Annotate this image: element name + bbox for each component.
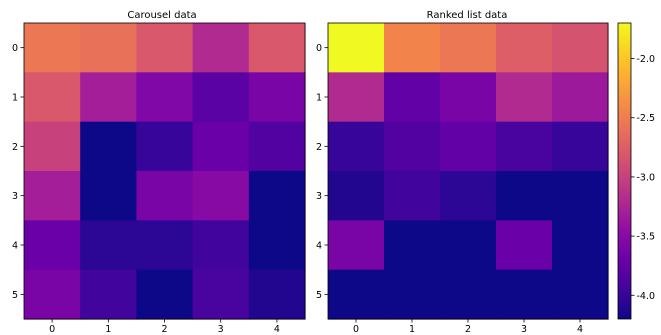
cell-r3-c2 [440,171,497,221]
colorbar-gradient [618,23,631,319]
ranked-list-heatmap: Ranked list data 0 1 2 3 4 0 1 2 3 4 5 [316,10,609,335]
cell-r3-c3 [192,171,250,221]
cell-r3-c2 [136,171,194,221]
cell-r0-c2 [136,23,194,73]
cell-r1-c3 [192,72,250,123]
cell-r2-c3 [192,121,250,172]
colorbar-tick-label: -2.5 [637,113,656,124]
cell-r5-c4 [552,269,609,320]
cell-r1-c1 [384,72,441,123]
colorbar-tick-label: -4.0 [637,291,656,302]
cell-r3-c0 [24,171,81,221]
x-tick-label: 0 [49,324,55,335]
cell-r3-c3 [496,171,553,221]
cell-r3-c4 [248,171,306,221]
y-tick-label: 5 [12,290,18,301]
cell-r0-c2 [440,23,497,73]
cell-r1-c4 [248,72,306,123]
cell-r0-c4 [552,23,609,73]
x-tick-label: 3 [521,324,527,335]
x-tick-label: 1 [105,324,111,335]
cell-r5-c2 [136,269,194,320]
y-tick-label: 2 [12,142,18,153]
ranked-list-title: Ranked list data [427,10,508,21]
cell-r0-c0 [328,23,385,73]
x-tick-label: 2 [161,324,167,335]
cell-r5-c0 [328,269,385,320]
cell-r4-c3 [496,220,553,271]
cell-r0-c3 [496,23,553,73]
y-tick-label: 1 [12,93,18,104]
carousel-title: Carousel data [127,10,196,21]
colorbar-tick-label: -2.0 [637,54,656,65]
cell-r0-c3 [192,23,250,73]
colorbar-tick-label: -3.0 [637,172,656,183]
colorbar: -2.0 -2.5 -3.0 -3.5 -4.0 [617,22,656,320]
cell-r0-c1 [384,23,441,73]
x-tick-label: 4 [577,324,583,335]
cell-r1-c2 [440,72,497,123]
cell-r5-c3 [192,269,250,320]
y-tick-label: 0 [12,43,18,54]
colorbar-frame [617,22,632,320]
cell-r5-c0 [24,269,81,320]
cell-r2-c4 [248,121,306,172]
y-tick-label: 3 [12,191,18,202]
cell-r0-c0 [24,23,81,73]
cell-r1-c0 [24,72,81,123]
cell-r5-c1 [384,269,441,320]
y-tick-label: 1 [316,93,322,104]
x-tick-label: 4 [274,324,280,335]
colorbar-tick-label: -3.5 [637,232,656,243]
cell-r4-c2 [440,220,497,271]
y-tick-label: 0 [316,43,322,54]
x-tick-label: 3 [218,324,224,335]
cell-r4-c3 [192,220,250,271]
cell-r4-c1 [384,220,441,271]
cell-r4-c4 [552,220,609,271]
cell-r5-c4 [248,269,306,320]
cell-r3-c0 [328,171,385,221]
cell-r0-c4 [248,23,306,73]
y-tick-label: 5 [316,290,322,301]
cell-r1-c3 [496,72,553,123]
cell-r1-c1 [80,72,137,123]
cell-r2-c1 [80,121,137,172]
cell-r4-c2 [136,220,194,271]
cell-r2-c4 [552,121,609,172]
cell-r1-c0 [328,72,385,123]
cell-r4-c0 [328,220,385,271]
cell-r5-c3 [496,269,553,320]
cell-r2-c2 [136,121,194,172]
x-tick-label: 1 [409,324,415,335]
cell-r2-c0 [328,121,385,172]
y-tick-label: 4 [316,241,322,252]
cell-r2-c1 [384,121,441,172]
cell-r2-c0 [24,121,81,172]
cell-r1-c4 [552,72,609,123]
cell-r0-c1 [80,23,137,73]
x-tick-label: 0 [353,324,359,335]
cell-r4-c4 [248,220,306,271]
cell-r3-c1 [80,171,137,221]
cell-r5-c2 [440,269,497,320]
cell-r5-c1 [80,269,137,320]
cell-r3-c1 [384,171,441,221]
cell-r4-c1 [80,220,137,271]
cell-r1-c2 [136,72,194,123]
cell-r2-c3 [496,121,553,172]
cell-r2-c2 [440,121,497,172]
y-tick-label: 4 [12,241,18,252]
y-tick-label: 2 [316,142,322,153]
cell-r4-c0 [24,220,81,271]
x-tick-label: 2 [465,324,471,335]
carousel-heatmap: Carousel data 0 1 2 3 4 0 1 2 3 4 5 [12,10,306,335]
y-tick-label: 3 [316,191,322,202]
cell-r3-c4 [552,171,609,221]
